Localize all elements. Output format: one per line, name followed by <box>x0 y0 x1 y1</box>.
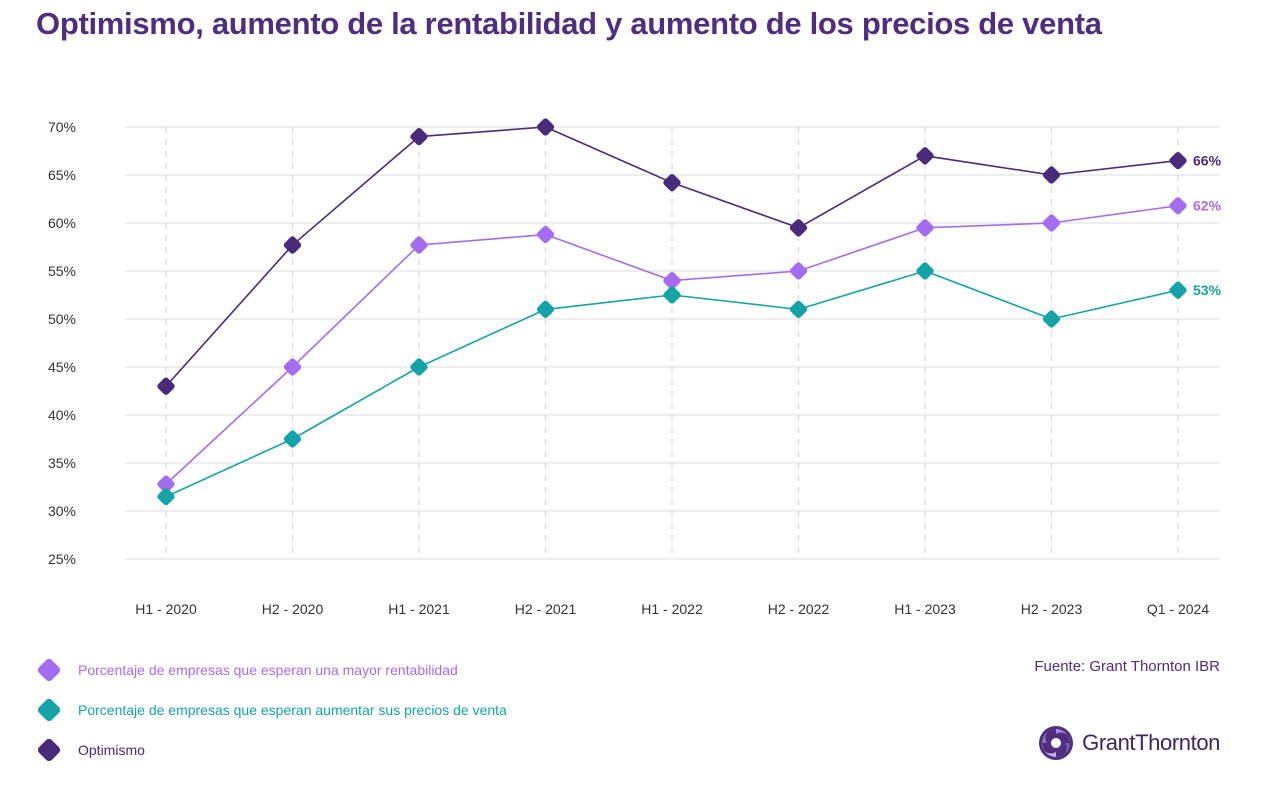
source-note: Fuente: Grant Thornton IBR <box>1034 658 1220 675</box>
data-point-precios <box>283 430 302 448</box>
data-point-rentabilidad <box>536 225 555 244</box>
grant-thornton-swirl-icon <box>1039 726 1074 760</box>
legend-item-optimismo: Optimismo <box>34 730 507 770</box>
grant-thornton-logo: GrantThornton <box>1038 725 1220 761</box>
data-point-optimismo <box>283 236 302 254</box>
end-label-optimismo: 66% <box>1193 153 1222 169</box>
y-tick-label: 70% <box>48 119 76 135</box>
x-tick-label: Q1 - 2024 <box>1147 601 1209 617</box>
y-tick-label: 30% <box>48 503 76 519</box>
y-tick-label: 25% <box>48 551 76 567</box>
x-tick-label: H1 - 2020 <box>135 601 197 617</box>
data-point-precios <box>663 286 681 304</box>
x-tick-label: H1 - 2022 <box>641 601 703 617</box>
legend-diamond-icon <box>37 658 61 682</box>
data-point-rentabilidad <box>157 475 175 493</box>
x-tick-label: H2 - 2020 <box>262 601 324 617</box>
x-tick-label: H1 - 2023 <box>894 601 956 617</box>
logo-text: GrantThornton <box>1082 730 1220 755</box>
y-tick-label: 55% <box>48 263 76 279</box>
y-tick-label: 50% <box>48 311 76 327</box>
data-point-precios <box>1042 310 1061 328</box>
data-point-rentabilidad <box>1169 197 1187 215</box>
data-point-optimismo <box>1042 166 1061 184</box>
x-tick-label: H2 - 2022 <box>768 601 830 617</box>
end-label-precios: 53% <box>1193 282 1222 298</box>
data-point-precios <box>410 358 428 376</box>
line-chart: 25% 30% 35% 40% 45% 50% 55% 60% 65% 70% H1 - 2020 H… <box>48 118 1222 617</box>
data-point-precios <box>1169 281 1187 299</box>
legend-diamond-icon <box>37 698 61 722</box>
data-point-precios <box>789 300 808 319</box>
data-point-rentabilidad <box>663 271 681 290</box>
data-point-rentabilidad <box>789 262 808 280</box>
data-point-rentabilidad <box>410 236 428 254</box>
legend-label: Porcentaje de empresas que esperan una m… <box>78 662 458 678</box>
chart-legend: Porcentaje de empresas que esperan una m… <box>34 650 507 770</box>
data-point-optimismo <box>916 147 934 165</box>
y-tick-label: 60% <box>48 215 76 231</box>
y-tick-label: 65% <box>48 167 76 183</box>
y-tick-label: 40% <box>48 407 76 423</box>
data-point-rentabilidad <box>283 358 302 376</box>
legend-diamond-icon <box>37 738 61 762</box>
y-tick-label: 35% <box>48 455 76 471</box>
legend-item-precios: Porcentaje de empresas que esperan aumen… <box>34 690 507 730</box>
x-tick-label: H2 - 2023 <box>1021 601 1083 617</box>
end-label-rentabilidad: 62% <box>1193 198 1222 214</box>
data-point-optimismo <box>157 377 175 395</box>
data-point-optimismo <box>410 127 428 146</box>
data-point-rentabilidad <box>916 219 934 237</box>
x-tick-label: H1 - 2021 <box>388 601 450 617</box>
legend-label: Porcentaje de empresas que esperan aumen… <box>78 702 507 718</box>
data-point-optimismo <box>663 174 681 192</box>
legend-label: Optimismo <box>78 742 145 758</box>
data-point-rentabilidad <box>1042 214 1061 232</box>
x-tick-label: H2 - 2021 <box>515 601 577 617</box>
data-point-optimismo <box>1169 151 1187 170</box>
data-point-precios <box>916 262 934 280</box>
data-point-optimismo <box>789 219 808 237</box>
data-point-optimismo <box>536 118 555 136</box>
data-point-precios <box>536 300 555 319</box>
chart-title: Optimismo, aumento de la rentabilidad y … <box>36 6 1102 41</box>
y-tick-label: 45% <box>48 359 76 375</box>
data-point-precios <box>157 487 175 506</box>
legend-item-rentabilidad: Porcentaje de empresas que esperan una m… <box>34 650 507 690</box>
